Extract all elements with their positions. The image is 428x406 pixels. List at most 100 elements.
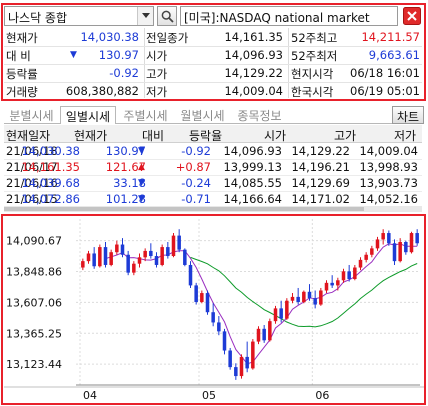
candle [115,244,119,253]
candle [132,263,136,273]
cell-open: 14,166.64 [223,192,282,206]
col-high: 고가 [334,129,357,143]
cell-close: 14,030.38 [21,144,80,158]
close-button[interactable] [402,6,422,26]
label-open: 시가 [146,49,168,63]
table-row[interactable]: 21/06/16 14,039.68 33.18 -0.24 14,085.55 14,1… [4,175,422,192]
y-tick-label: 14,090.67 [6,235,62,248]
cell-low: 14,052.16 [359,192,418,206]
candle [358,259,363,268]
candle [234,367,238,377]
candle [98,247,102,267]
tab-daily[interactable]: 일별시세 [60,106,116,124]
table-row[interactable]: 21/06/17 14,161.35 121.67 +0.87 13,999.13 14,… [4,159,422,176]
value-52w-high: 14,211.57 [361,30,420,44]
instrument-name-field[interactable]: [미국]:NASDAQ national market [180,6,398,26]
cell-rate: -0.24 [181,176,211,190]
instrument-name: [미국]:NASDAQ national market [184,11,370,25]
tab-baseline [4,123,422,124]
down-arrow-icon: ▼ [138,146,145,156]
candle [324,282,329,291]
price-chart: 14,090.67 13,848.86 13,607.06 13,365.25 13,1… [4,219,424,402]
down-arrow-icon: ▼ [138,194,145,204]
candle [183,249,187,265]
chevron-down-icon[interactable] [137,7,153,25]
quote-row-3: 등락률 -0.92 고가 14,129.22 현지시각 06/18 16:01 [4,65,422,81]
x-tick-label: 05 [202,389,216,402]
candle [387,233,391,244]
cell-rate: -0.92 [181,144,211,158]
candle [245,356,249,369]
candle [336,280,340,286]
cell-close: 14,072.86 [21,192,80,206]
cell-open: 14,096.93 [223,144,282,158]
tab-bar: 분별시세 일별시세 주별시세 월별시세 종목정보 차트 [4,106,424,124]
horizontal-scrollbar[interactable] [4,206,422,212]
search-button[interactable] [157,6,177,26]
quote-row-4: 거래량 608,380,882 저가 14,009.04 한국시각 06/19 … [4,83,422,99]
search-row: 나스닥 종합 [미국]:NASDAQ national market [4,6,422,26]
candle [217,322,221,332]
moving-average-long [190,256,418,328]
candle [239,356,244,377]
divider [4,46,422,47]
candle [194,285,198,302]
cell-close: 14,161.35 [21,160,80,174]
down-arrow-icon: ▼ [70,50,77,60]
candle [262,328,266,341]
candle [126,254,130,273]
scrollbar-thumb[interactable] [4,207,364,211]
candle [341,271,346,281]
value-current: 14,030.38 [80,30,139,44]
table-header: 현재일자 현재가 대비 등락율 시가 고가 저가 [4,125,422,143]
candle [149,250,153,257]
col-date: 현재일자 [6,129,51,143]
label-current: 현재가 [6,31,38,45]
table-row[interactable]: 21/06/18 14,030.38 130.97 -0.92 14,096.93 14,… [4,143,422,160]
candle [313,298,317,305]
candle [228,350,232,368]
candle [160,247,164,265]
chart-button[interactable]: 차트 [392,106,424,124]
label-change: 대 비 [6,49,31,63]
candle [364,254,368,260]
label-local-time: 현지시각 [291,67,334,81]
candle [375,239,380,249]
tab-weekly[interactable]: 주별시세 [123,109,168,123]
tab-monthly[interactable]: 월별시세 [180,109,225,123]
tab-minute[interactable]: 분별시세 [9,109,54,123]
candle [137,257,142,264]
y-tick-label: 13,123.44 [6,358,62,371]
candle [302,291,306,302]
value-rate: -0.92 [109,66,139,80]
col-low: 저가 [394,129,417,143]
candle [222,331,227,351]
market-select[interactable]: 나스닥 종합 [4,6,154,26]
candle [268,321,272,341]
value-local-time: 06/18 16:01 [350,66,420,80]
candle [177,235,181,250]
candle [103,247,108,265]
candle [415,233,419,244]
value-high: 14,129.22 [224,66,283,80]
tab-info[interactable]: 종목정보 [237,109,282,123]
divider [4,82,422,83]
value-kr-time: 06/19 05:01 [350,84,420,98]
candle [330,282,334,286]
candle [296,296,300,302]
cell-open: 13,999.13 [223,160,282,174]
candle [154,256,159,265]
label-52w-high: 52주최고 [291,31,338,45]
candle [92,253,96,267]
x-tick-label: 04 [83,389,97,402]
cell-low: 13,998.93 [359,160,418,174]
candle [86,253,91,262]
candle [404,241,408,253]
highlight-box-quote [1,3,426,101]
moving-average-short [105,243,418,365]
cell-change: 101.28 [105,192,146,206]
label-prev-close: 전일종가 [146,31,189,45]
candle [211,312,215,323]
candle [256,328,261,342]
cell-change: 121.67 [105,160,146,174]
